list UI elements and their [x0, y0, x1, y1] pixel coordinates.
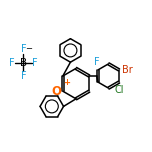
Text: F: F	[95, 57, 100, 67]
Text: Cl: Cl	[115, 85, 124, 95]
Text: F: F	[32, 58, 38, 68]
Text: O: O	[51, 85, 61, 98]
Text: F: F	[21, 44, 26, 54]
Text: F: F	[21, 71, 26, 81]
Text: F: F	[9, 58, 15, 68]
Text: −: −	[25, 44, 32, 53]
Text: Br: Br	[122, 65, 132, 75]
Text: +: +	[63, 78, 70, 87]
Text: B: B	[20, 58, 27, 68]
